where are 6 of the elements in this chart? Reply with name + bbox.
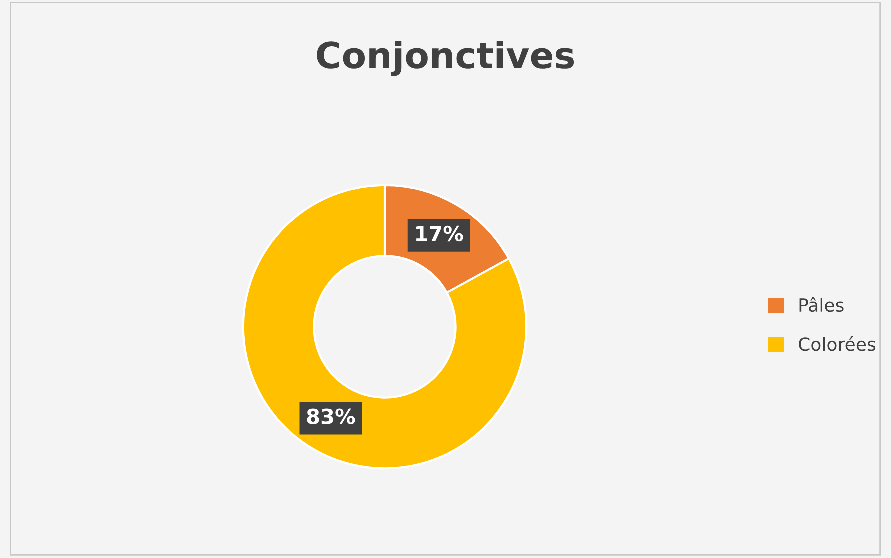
chart-title: Conjonctives xyxy=(317,40,574,76)
legend-label: Pâles xyxy=(800,297,844,312)
data-label: 17% xyxy=(416,226,464,242)
data-label: 83% xyxy=(307,408,356,424)
legend-label: Colorées xyxy=(799,336,876,352)
donut-slice xyxy=(242,184,528,470)
